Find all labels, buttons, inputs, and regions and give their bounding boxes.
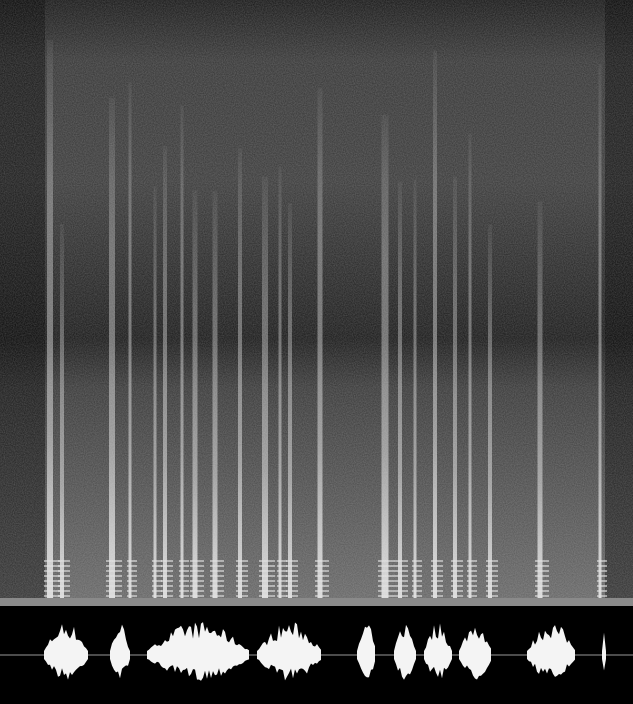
spectrogram-figure <box>0 0 633 704</box>
spectrogram-noise <box>0 0 633 605</box>
spectrogram-baseline <box>0 598 633 606</box>
page: (() => { const ns = 'http://www.w3.org/2… <box>0 0 633 704</box>
